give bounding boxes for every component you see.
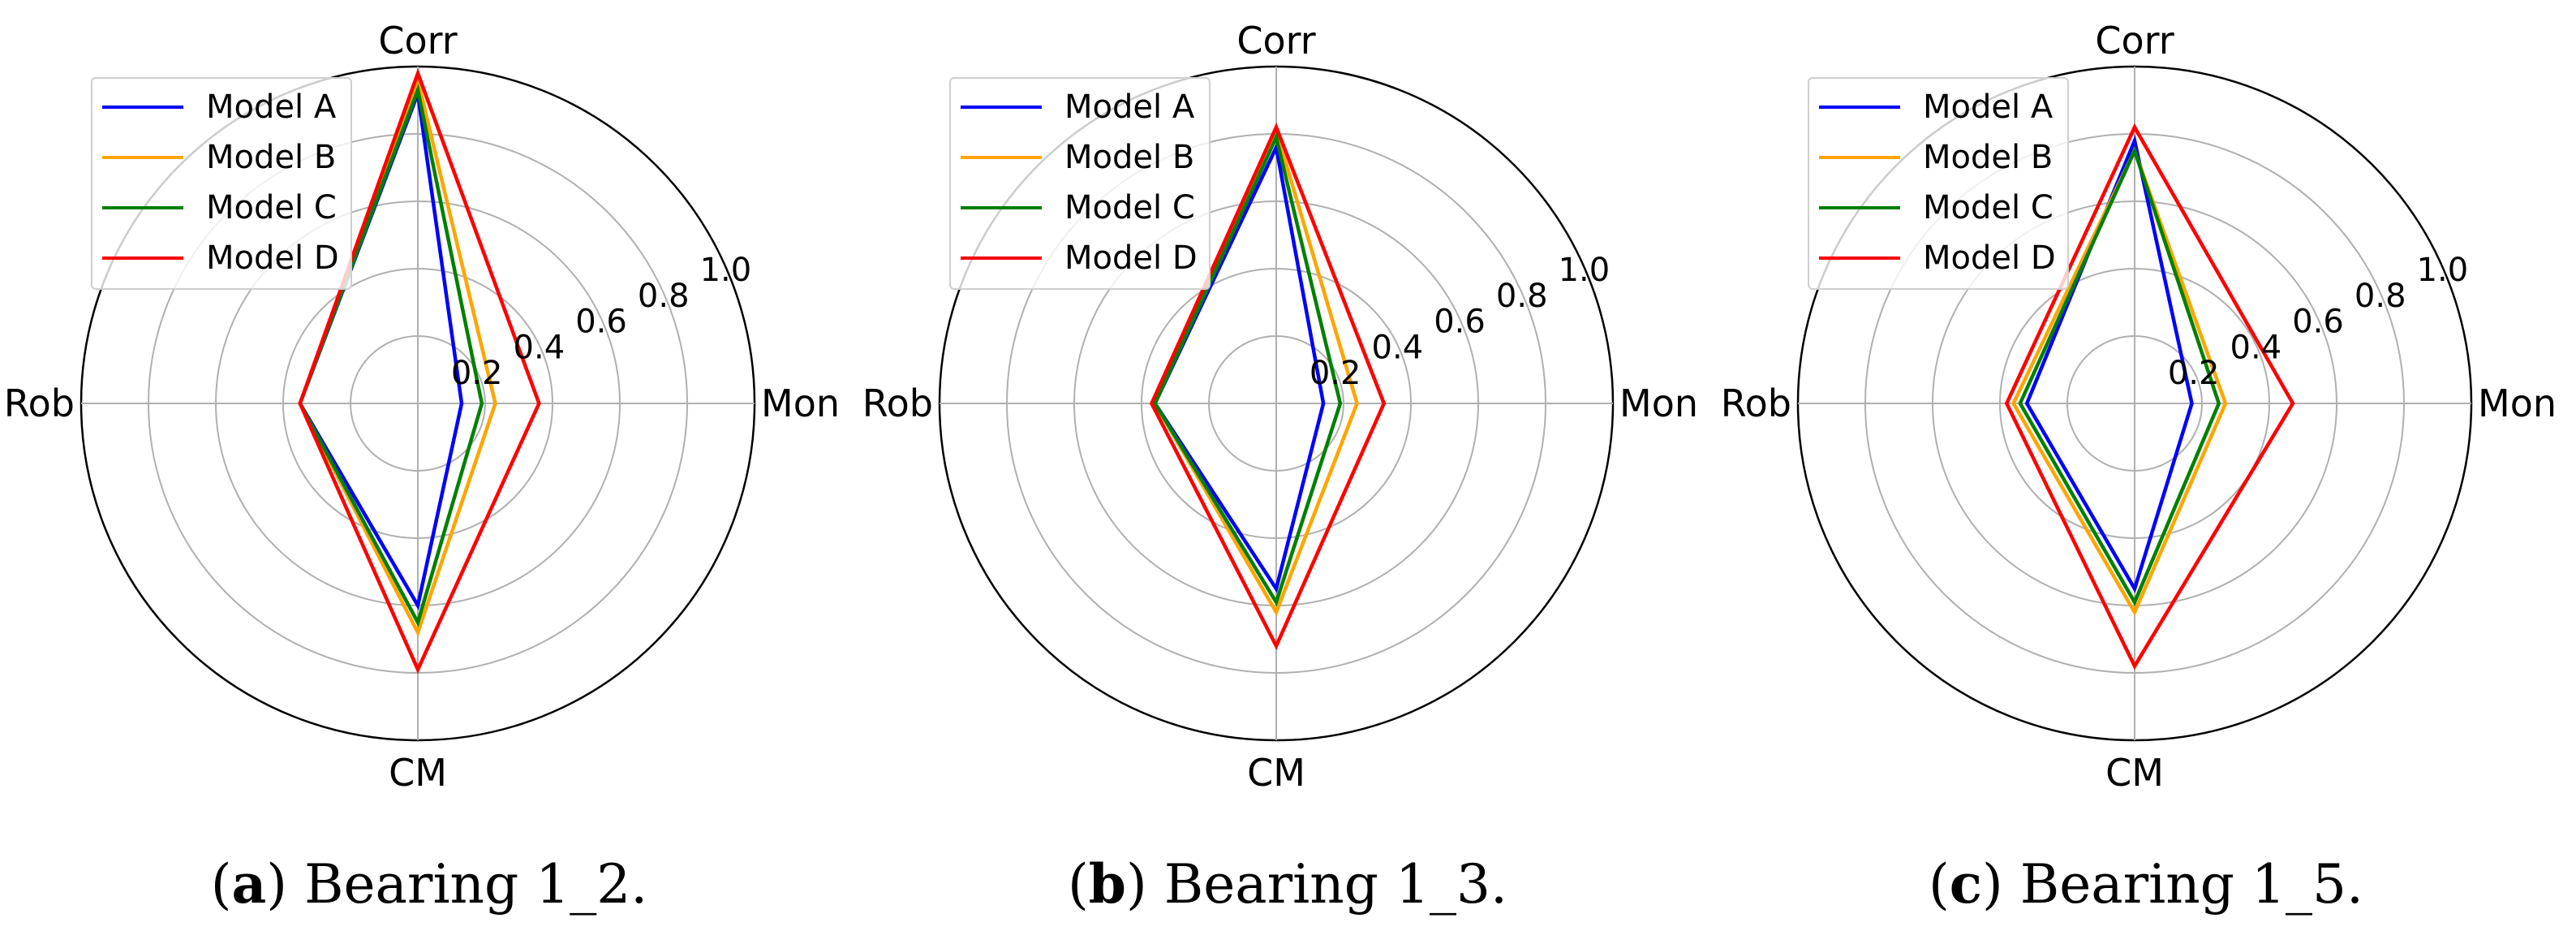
tick-label: 0.8 bbox=[1496, 278, 1548, 315]
series-polygon-model-b bbox=[2011, 145, 2228, 617]
legend: Model A Model B Model C Model D bbox=[1808, 77, 2069, 290]
radar-chart: 0.2 0.4 0.6 0.8 1.0 Corr Mon CM Rob bbox=[1721, 19, 2557, 795]
axis-label-corr: Corr bbox=[1236, 19, 1315, 63]
tick-label: 0.4 bbox=[514, 329, 566, 366]
legend-swatch bbox=[102, 256, 183, 260]
tick-label: 0.2 bbox=[1310, 355, 1361, 392]
legend-label: Model D bbox=[1064, 239, 1198, 277]
axis-label-mon: Mon bbox=[1619, 381, 1698, 425]
legend-item: Model D bbox=[1819, 233, 2056, 283]
legend-item: Model B bbox=[102, 132, 339, 183]
caption-text: Bearing 1_5. bbox=[2019, 853, 2363, 916]
legend: Model A Model B Model C Model D bbox=[91, 77, 352, 290]
legend: Model A Model B Model C Model D bbox=[949, 77, 1211, 290]
caption: (c) Bearing 1_5. bbox=[1929, 852, 2363, 916]
legend-swatch bbox=[1819, 106, 1900, 109]
legend-item: Model C bbox=[961, 183, 1198, 233]
axis-label-corr: Corr bbox=[378, 19, 457, 63]
tick-label: 0.4 bbox=[2230, 329, 2282, 366]
caption-text: Bearing 1_2. bbox=[303, 853, 648, 916]
legend-item: Model A bbox=[102, 82, 339, 132]
radar-panel-bearing-1-2: 0.2 0.4 0.6 0.8 1.0 Corr Mon CM Rob Model A Model… bbox=[0, 0, 858, 944]
legend-item: Model D bbox=[102, 233, 339, 283]
tick-label: 0.6 bbox=[1434, 304, 1486, 341]
legend-label: Model A bbox=[1064, 88, 1195, 126]
legend-swatch bbox=[961, 256, 1042, 260]
legend-label: Model D bbox=[206, 239, 339, 277]
legend-label: Model D bbox=[1923, 239, 2056, 277]
legend-swatch bbox=[1819, 156, 1900, 159]
legend-swatch bbox=[1819, 256, 1900, 260]
caption-text: Bearing 1_3. bbox=[1163, 853, 1507, 916]
legend-label: Model C bbox=[206, 189, 337, 226]
tick-label: 0.4 bbox=[1372, 329, 1424, 366]
legend-label: Model B bbox=[206, 139, 337, 176]
legend-label: Model A bbox=[1923, 88, 2053, 126]
legend-item: Model D bbox=[961, 233, 1198, 283]
legend-item: Model B bbox=[1819, 132, 2056, 183]
tick-label: 0.8 bbox=[638, 278, 690, 315]
legend-item: Model C bbox=[102, 183, 339, 233]
axis-label-rob: Rob bbox=[1721, 381, 1791, 425]
legend-swatch bbox=[961, 106, 1042, 109]
series-polygon-model-d bbox=[2004, 123, 2295, 670]
axis-label-cm: CM bbox=[1247, 751, 1305, 795]
legend-swatch bbox=[102, 206, 183, 209]
caption-letter: b bbox=[1088, 852, 1126, 916]
legend-item: Model A bbox=[1819, 82, 2056, 132]
radar-panel-bearing-1-3: 0.2 0.4 0.6 0.8 1.0 Corr Mon CM Rob Model A Model… bbox=[858, 0, 1717, 944]
caption: (b) Bearing 1_3. bbox=[1068, 852, 1507, 916]
axis-label-rob: Rob bbox=[4, 381, 75, 425]
radar-chart: 0.2 0.4 0.6 0.8 1.0 Corr Mon CM Rob bbox=[862, 19, 1698, 795]
tick-label: 0.8 bbox=[2355, 278, 2406, 315]
tick-label: 1.0 bbox=[1559, 252, 1611, 289]
tick-label: 1.0 bbox=[2417, 252, 2469, 289]
axis-label-cm: CM bbox=[389, 751, 447, 795]
legend-swatch bbox=[961, 206, 1042, 209]
series-polygon-model-d bbox=[1149, 122, 1387, 651]
tick-label: 0.2 bbox=[2168, 355, 2220, 392]
radar-chart: 0.2 0.40.6 0.8 1.0 Corr Mon CM Rob bbox=[4, 19, 840, 795]
series-polygon-model-a bbox=[2024, 134, 2194, 593]
series-polygon-model-d bbox=[298, 67, 541, 675]
legend-item: Model C bbox=[1819, 183, 2056, 233]
caption: (a) Bearing 1_2. bbox=[210, 852, 648, 916]
legend-item: Model B bbox=[961, 132, 1198, 183]
legend-item: Model A bbox=[961, 82, 1198, 132]
tick-label: 0.6 bbox=[2292, 304, 2344, 341]
axis-label-rob: Rob bbox=[862, 381, 933, 425]
caption-letter: c bbox=[1949, 852, 1982, 916]
legend-label: Model C bbox=[1064, 189, 1195, 226]
series-polygon-model-c bbox=[298, 83, 484, 627]
legend-label: Model A bbox=[206, 88, 337, 126]
radar-panel-bearing-1-5: 0.2 0.4 0.6 0.8 1.0 Corr Mon CM Rob Model A Model… bbox=[1717, 0, 2575, 944]
legend-swatch bbox=[102, 156, 183, 159]
legend-swatch bbox=[102, 106, 183, 109]
tick-label: 1.0 bbox=[700, 252, 752, 289]
caption-letter: a bbox=[231, 852, 267, 916]
series-polygon-model-c bbox=[1153, 131, 1343, 607]
tick-label: 0.6 bbox=[575, 304, 627, 341]
series-polygon-model-c bbox=[2018, 145, 2221, 606]
axis-label-mon: Mon bbox=[761, 381, 840, 425]
legend-swatch bbox=[1819, 206, 1900, 209]
tick-label: 0.2 bbox=[451, 355, 503, 392]
legend-swatch bbox=[961, 156, 1042, 159]
legend-label: Model B bbox=[1064, 139, 1195, 176]
axis-label-corr: Corr bbox=[2095, 19, 2174, 63]
legend-label: Model B bbox=[1923, 139, 2053, 176]
legend-label: Model C bbox=[1923, 189, 2053, 226]
axis-label-mon: Mon bbox=[2478, 381, 2557, 425]
axis-label-cm: CM bbox=[2105, 751, 2164, 795]
